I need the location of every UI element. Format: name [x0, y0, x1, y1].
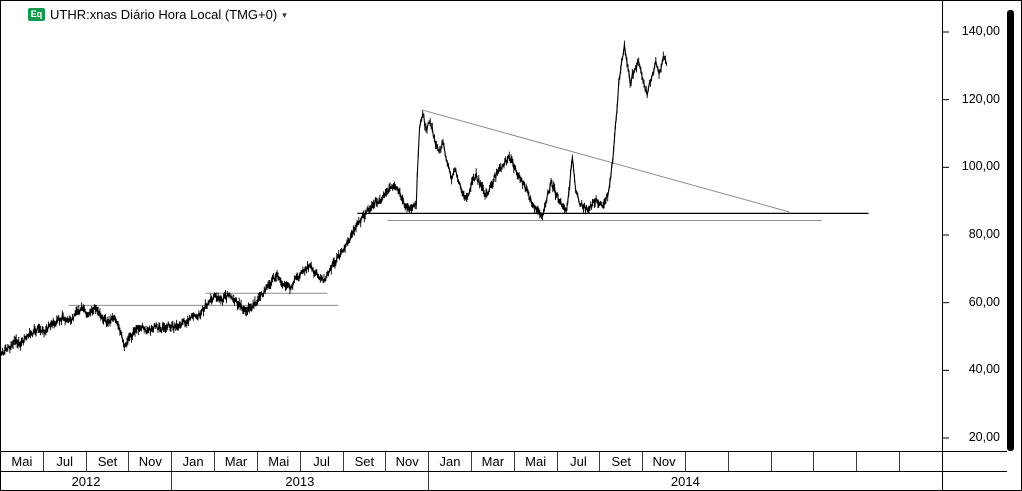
x-axis-month-cell: Jul — [301, 452, 344, 471]
x-axis-month-cell: Nov — [643, 452, 686, 471]
x-axis-month-cell — [814, 452, 858, 471]
price-series — [1, 43, 668, 355]
y-axis[interactable]: 140,00 120,00 100,00 80,00 60,00 40,00 20,00 — [950, 1, 1004, 451]
y-axis-label: 140,00 — [961, 24, 1000, 38]
x-axis-year-cell: 2014 — [670, 474, 700, 489]
x-axis-month-cell — [857, 452, 901, 471]
equity-badge-icon: Eq — [28, 8, 45, 21]
x-axis-month-cell: Mai — [515, 452, 558, 471]
x-axis-month-cell: Set — [344, 452, 387, 471]
x-axis-year-cell: 2013 — [172, 472, 429, 490]
x-axis-month-cell: Set — [600, 452, 644, 471]
x-axis-month-cell: Jan — [172, 452, 216, 471]
y-axis-label: 80,00 — [968, 227, 1000, 241]
y-axis-label: 120,00 — [961, 91, 1000, 106]
x-axis-month-cell — [900, 452, 942, 471]
x-axis-month-cell: Mai — [258, 452, 301, 471]
x-axis-month-cell: Mar — [472, 452, 515, 471]
x-axis-month-cell: Set — [87, 452, 130, 471]
x-axis-year-cell: 2012 — [1, 472, 173, 490]
trendline[interactable] — [421, 109, 790, 213]
y-axis-label: 40,00 — [968, 362, 1000, 377]
y-axis-label: 20,00 — [968, 430, 1000, 444]
chevron-down-icon[interactable]: ▾ — [282, 10, 287, 20]
x-axis-months[interactable]: Mai Jul Set Nov Jan Mar Mai Jul Set Nov Jan Mar Mai J… — [1, 452, 942, 471]
x-axis-month-cell: Nov — [386, 452, 430, 471]
x-axis-month-cell — [729, 452, 772, 471]
x-axis-month-cell: Jul — [558, 452, 601, 471]
chart-header[interactable]: Eq UTHR:xnas Diário Hora Local (TMG+0) ▾ — [28, 7, 287, 22]
x-axis-month-cell: Jan — [429, 452, 472, 471]
x-axis-month-cell: Mar — [215, 452, 258, 471]
y-axis-label: 100,00 — [961, 159, 1000, 174]
chart-title[interactable]: UTHR:xnas Diário Hora Local (TMG+0) — [50, 7, 278, 22]
x-axis-years[interactable]: 2012 2013 2014 — [1, 472, 942, 490]
vertical-scrollbar-thumb[interactable] — [1007, 10, 1014, 451]
x-axis-month-cell: Nov — [129, 452, 173, 471]
x-axis-month-cell: Jul — [44, 452, 87, 471]
x-axis-month-cell: Mai — [1, 452, 44, 471]
y-axis-label: 60,00 — [968, 294, 1000, 309]
x-axis-month-cell — [686, 452, 729, 471]
price-bars — [1, 40, 667, 356]
x-axis-month-cell — [772, 452, 815, 471]
